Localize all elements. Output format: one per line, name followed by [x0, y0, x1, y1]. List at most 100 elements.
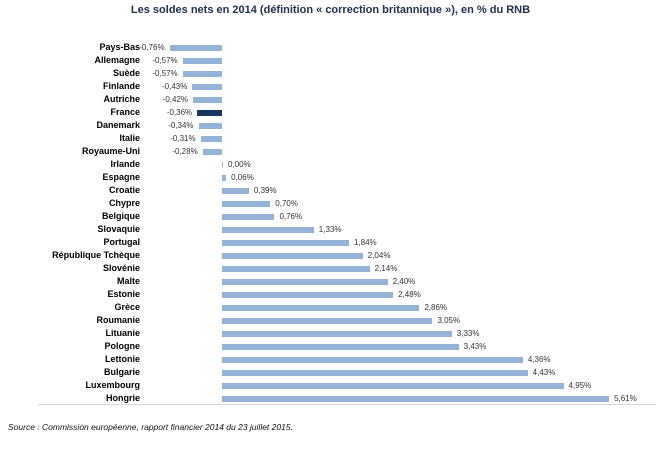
- value-label: 1,84%: [353, 238, 377, 247]
- value-label: 3,05%: [437, 316, 461, 325]
- bar: [222, 370, 528, 376]
- bar: [222, 227, 314, 233]
- bar-row: Allemagne -0,57%: [0, 54, 661, 67]
- bar: [222, 318, 433, 324]
- bar-row: Croatie 0,39%: [0, 184, 661, 197]
- bar-row: Autriche -0,42%: [0, 93, 661, 106]
- bar-row: Chypre 0,70%: [0, 197, 661, 210]
- bar-row: Bulgarie 4,43%: [0, 366, 661, 379]
- value-label: -0,43%: [161, 82, 188, 91]
- bar-row: Roumanie 3,05%: [0, 314, 661, 327]
- value-label: 2,40%: [392, 277, 416, 286]
- value-label: 0,70%: [275, 199, 298, 208]
- bar: [222, 344, 459, 350]
- value-label: -0,34%: [168, 121, 194, 130]
- country-label: Slovaquie: [97, 224, 140, 234]
- bar-row: Luxembourg 4,95%: [0, 379, 661, 392]
- value-label: 4,43%: [532, 368, 556, 377]
- bar: [193, 97, 222, 103]
- country-label: Chypre: [108, 198, 140, 208]
- value-label: 2,04%: [367, 251, 391, 260]
- bar-chart: Pays-Bas -0,76% Allemagne -0,57% Suède -0,57%…: [0, 41, 661, 406]
- value-label: 4,95%: [568, 381, 592, 390]
- value-label: 0,76%: [279, 212, 303, 221]
- bar: [222, 266, 370, 272]
- bar-row: Estonie 2,48%: [0, 288, 661, 301]
- country-label: Estonie: [107, 289, 140, 299]
- country-label: Irlande: [110, 159, 140, 169]
- bar-row: Lettonie 4,36%: [0, 353, 661, 366]
- bar-row: Espagne 0,06%: [0, 171, 661, 184]
- country-label: Danemark: [96, 120, 140, 130]
- bar: [169, 45, 222, 51]
- bar-row: Portugal 1,84%: [0, 236, 661, 249]
- country-label: Malte: [116, 276, 140, 286]
- bar-row: République Tchèque 2,04%: [0, 249, 661, 262]
- country-label: Roumanie: [96, 315, 140, 325]
- bar: [222, 240, 349, 246]
- value-label: -0,57%: [152, 69, 178, 78]
- bar-row: Slovénie 2,14%: [0, 262, 661, 275]
- value-label: 3,33%: [456, 329, 480, 338]
- bar: [198, 123, 222, 129]
- value-label: 2,14%: [374, 264, 398, 273]
- bar-row: Danemark -0,34%: [0, 119, 661, 132]
- bar-row: Suède -0,57%: [0, 67, 661, 80]
- bar-row: Hongrie 5,61%: [0, 392, 661, 405]
- bar: [222, 279, 388, 285]
- country-label: République Tchèque: [52, 250, 140, 260]
- bar-row: Royaume-Uni -0,28%: [0, 145, 661, 158]
- bar: [182, 58, 222, 64]
- value-label: 4,36%: [527, 355, 551, 364]
- value-label: 3,43%: [463, 342, 487, 351]
- x-axis-line: [38, 404, 656, 405]
- country-label: Italie: [119, 133, 140, 143]
- country-label: Belgique: [101, 211, 140, 221]
- bar-row: Malte 2,40%: [0, 275, 661, 288]
- country-label: Autriche: [103, 94, 140, 104]
- country-label: Suède: [112, 68, 140, 78]
- bar: [222, 331, 452, 337]
- country-label: Hongrie: [105, 393, 140, 403]
- value-label: -0,76%: [139, 43, 165, 52]
- country-label: Luxembourg: [85, 380, 140, 390]
- value-label: -0,31%: [170, 134, 196, 143]
- value-label: -0,42%: [162, 95, 189, 104]
- bar: [222, 188, 249, 194]
- bar-row: Slovaquie 1,33%: [0, 223, 661, 236]
- chart-title: Les soldes nets en 2014 (définition « co…: [130, 4, 531, 16]
- value-label: 0,00%: [228, 160, 251, 169]
- country-label: Portugal: [103, 237, 140, 247]
- bar: [202, 149, 222, 155]
- value-label: -0,36%: [166, 108, 193, 117]
- country-label: Pays-Bas: [99, 42, 140, 52]
- country-label: France: [110, 107, 140, 117]
- country-label: Royaume-Uni: [81, 146, 140, 156]
- country-label: Finlande: [102, 81, 140, 91]
- value-label: 0,06%: [231, 173, 254, 182]
- country-label: Allemagne: [94, 55, 140, 65]
- value-label: 0,39%: [253, 186, 277, 195]
- country-label: Grèce: [114, 302, 140, 312]
- bar: [222, 175, 227, 181]
- country-label: Bulgarie: [103, 367, 140, 377]
- country-label: Pologne: [104, 341, 141, 351]
- bar-row: Pays-Bas -0,76%: [0, 41, 661, 54]
- bar: [222, 396, 610, 402]
- bar: [222, 357, 523, 363]
- bar: [222, 292, 394, 298]
- bar: [222, 253, 363, 259]
- bar: [222, 214, 275, 220]
- bar: [222, 162, 223, 168]
- bar-row: Finlande -0,43%: [0, 80, 661, 93]
- bar: [200, 136, 222, 142]
- bar-row: Irlande 0,00%: [0, 158, 661, 171]
- bar: [222, 383, 564, 389]
- bar: [192, 84, 222, 90]
- bar: [182, 71, 222, 77]
- bar-row: Belgique 0,76%: [0, 210, 661, 223]
- bar-row: Lituanie 3,33%: [0, 327, 661, 340]
- bar-row: Pologne 3,43%: [0, 340, 661, 353]
- bar-row: France -0,36%: [0, 106, 661, 119]
